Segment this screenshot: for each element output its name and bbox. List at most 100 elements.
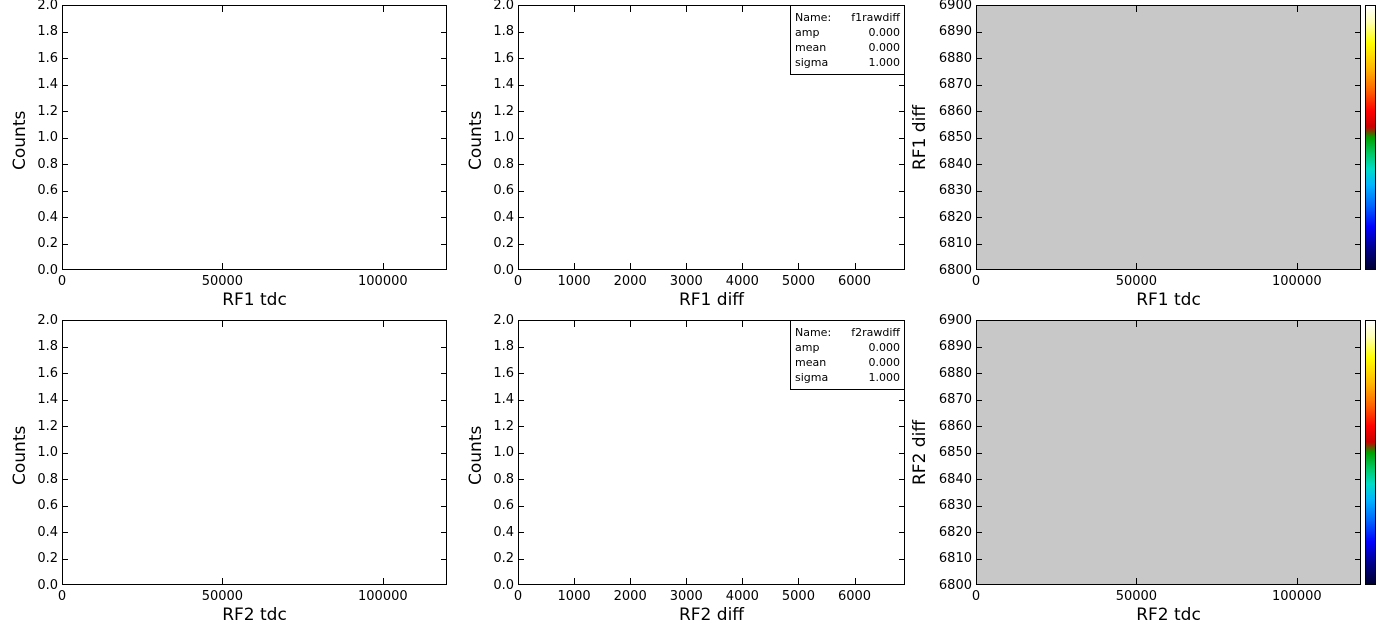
y-tick-mark: [62, 58, 68, 59]
x-tick-label: 50000: [1115, 274, 1158, 289]
y-tick-mark: [899, 111, 905, 112]
y-tick-mark: [518, 558, 524, 560]
stats-row: sigma 1.000: [795, 370, 900, 385]
y-tick-mark: [62, 373, 68, 374]
y-tick-label: 6810: [938, 551, 972, 566]
y-tick-mark: [62, 452, 68, 454]
y-tick-mark: [1355, 426, 1361, 427]
y-tick-mark: [441, 373, 447, 374]
y-tick-label: 1.2: [493, 103, 514, 119]
y-tick-mark: [899, 190, 905, 192]
y-tick-mark: [62, 164, 68, 165]
y-tick-label: 1.0: [493, 445, 514, 460]
x-tick-label: 4000: [725, 274, 759, 289]
plot-area: [62, 5, 447, 270]
y-tick-label: 0.6: [37, 498, 58, 513]
y-tick-label: 1.6: [37, 50, 58, 66]
y-tick-label: 0.0: [493, 577, 514, 593]
y-tick-mark: [441, 111, 447, 112]
y-tick-mark: [441, 532, 447, 533]
y-tick-mark: [441, 84, 447, 86]
stats-value: 0.000: [868, 341, 901, 354]
stats-name-row: Name: f2rawdiff: [795, 325, 900, 340]
y-tick-mark: [1355, 505, 1361, 507]
y-tick-label: 6820: [938, 524, 972, 540]
x-tick-mark: [222, 6, 224, 12]
y-tick-mark: [899, 479, 905, 480]
y-tick-mark: [1355, 111, 1361, 112]
heatmap-area: [976, 320, 1361, 585]
x-tick-mark: [742, 321, 744, 327]
y-tick-label: 6900: [938, 312, 972, 328]
x-axis-label: RF1 tdc: [1136, 290, 1201, 310]
stats-value: 0.000: [868, 356, 901, 369]
y-tick-mark: [518, 31, 524, 33]
stats-value: 0.000: [868, 41, 901, 54]
y-tick-label: 1.8: [37, 24, 58, 39]
y-tick-mark: [1355, 58, 1361, 59]
x-tick-mark: [222, 578, 224, 584]
x-tick-mark: [798, 263, 800, 269]
x-tick-mark: [1136, 263, 1138, 269]
y-tick-mark: [976, 479, 982, 480]
stats-row: sigma 1.000: [795, 55, 900, 70]
y-tick-mark: [1355, 532, 1361, 533]
y-tick-label: 6840: [938, 471, 972, 487]
x-tick-mark: [222, 263, 224, 269]
y-tick-mark: [1355, 31, 1361, 33]
y-tick-mark: [976, 243, 982, 245]
y-tick-mark: [899, 399, 905, 401]
y-tick-mark: [441, 217, 447, 218]
y-tick-label: 6860: [938, 103, 972, 119]
y-tick-mark: [518, 58, 524, 59]
y-tick-label: 2.0: [493, 312, 514, 328]
stats-name-value: f2rawdiff: [851, 326, 900, 339]
x-tick-mark: [574, 578, 576, 584]
y-tick-label: 6850: [938, 445, 972, 460]
y-tick-label: 6840: [938, 156, 972, 172]
y-tick-mark: [1355, 84, 1361, 86]
y-tick-mark: [441, 190, 447, 192]
y-tick-mark: [518, 243, 524, 245]
y-axis-label: RF1 diff: [910, 104, 930, 170]
x-tick-mark: [382, 578, 384, 584]
x-tick-mark: [630, 263, 632, 269]
y-tick-label: 6890: [938, 339, 972, 354]
y-tick-mark: [441, 137, 447, 139]
x-tick-label: 6000: [837, 589, 872, 604]
y-tick-label: 1.6: [493, 50, 514, 66]
y-tick-mark: [899, 426, 905, 427]
stats-key: amp: [795, 341, 820, 354]
y-tick-label: 6850: [938, 130, 972, 145]
y-tick-label: 6860: [938, 418, 972, 434]
y-tick-mark: [976, 137, 982, 139]
y-tick-mark: [518, 505, 524, 507]
stats-row: mean 0.000: [795, 355, 900, 370]
y-tick-label: 6820: [938, 209, 972, 225]
y-tick-mark: [441, 58, 447, 59]
x-tick-label: 1000: [557, 274, 591, 289]
x-tick-mark: [742, 6, 744, 12]
x-tick-label: 0: [57, 274, 67, 289]
stats-value: 1.000: [868, 56, 901, 69]
y-tick-mark: [1355, 137, 1361, 139]
stats-name-value: f1rawdiff: [851, 11, 900, 24]
y-tick-label: 6830: [938, 183, 972, 198]
x-tick-mark: [686, 578, 688, 584]
y-tick-label: 0.0: [493, 262, 514, 278]
y-tick-label: 0.4: [37, 209, 58, 225]
heatmap-area: [976, 5, 1361, 270]
y-tick-label: 1.4: [493, 77, 514, 92]
y-tick-mark: [976, 532, 982, 533]
x-tick-mark: [1296, 578, 1298, 584]
x-tick-mark: [686, 321, 688, 327]
stats-value: 1.000: [868, 371, 901, 384]
x-tick-label: 3000: [669, 589, 703, 604]
x-tick-label: 0: [971, 274, 981, 289]
x-tick-label: 3000: [669, 274, 703, 289]
x-tick-label: 1000: [557, 589, 591, 604]
y-tick-mark: [518, 452, 524, 454]
y-tick-mark: [518, 137, 524, 139]
x-tick-label: 50000: [201, 274, 244, 289]
y-tick-mark: [1355, 243, 1361, 245]
